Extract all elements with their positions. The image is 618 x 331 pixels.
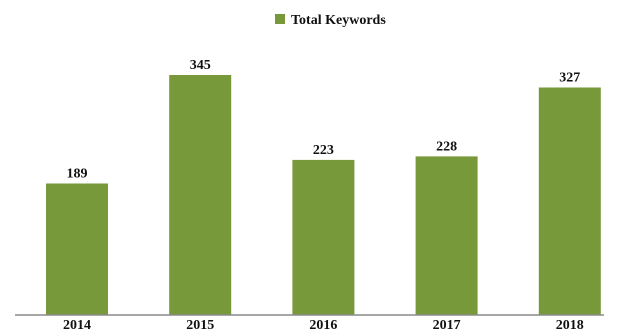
legend: Total Keywords (275, 13, 386, 28)
data-label-2018: 327 (559, 71, 580, 86)
legend-swatch-total-keywords (275, 14, 285, 24)
bar-2018 (538, 87, 601, 315)
data-label-2017: 228 (436, 139, 457, 154)
bar-2015 (169, 75, 232, 315)
legend-label-total-keywords: Total Keywords (291, 13, 386, 28)
bar-2016 (292, 159, 355, 315)
x-tick-labels: 2014 2015 2016 2017 2018 (63, 318, 584, 331)
x-tick-2018: 2018 (556, 318, 584, 331)
data-label-2015: 345 (190, 58, 211, 73)
x-tick-2017: 2017 (433, 318, 461, 331)
data-label-2014: 189 (67, 167, 88, 182)
bars (46, 75, 601, 315)
x-tick-2014: 2014 (63, 318, 91, 331)
data-label-2016: 223 (313, 143, 334, 158)
x-tick-2016: 2016 (309, 318, 337, 331)
bar-2014 (46, 183, 108, 315)
data-labels: 189 345 223 228 327 (67, 58, 581, 182)
x-tick-2015: 2015 (186, 318, 214, 331)
bar-2017 (415, 156, 478, 315)
